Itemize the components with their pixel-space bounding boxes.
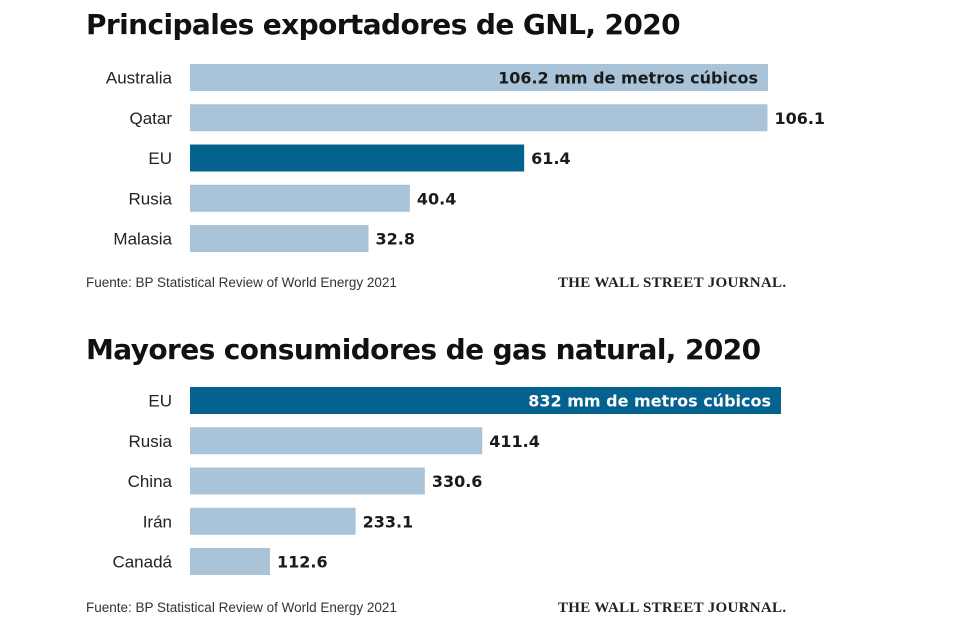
chart-title: Principales exportadores de GNL, 2020 [86, 8, 681, 41]
value-label: 40.4 [417, 189, 456, 208]
bar [190, 548, 270, 575]
category-label: Rusia [129, 189, 173, 208]
value-label: 112.6 [277, 553, 328, 572]
bar [190, 184, 410, 212]
wsj-credit: THE WALL STREET JOURNAL. [558, 600, 787, 616]
value-label: 32.8 [376, 230, 415, 249]
category-label: China [128, 472, 173, 491]
category-label: EU [148, 149, 172, 168]
value-label: 832 mm de metros cúbicos [528, 392, 771, 411]
lng-exporters-plot: Australia 106.2 mm de metros cúbicos Qatar… [106, 64, 825, 252]
value-label: 330.6 [432, 472, 483, 491]
category-label: Canadá [112, 553, 172, 572]
category-label: Irán [143, 512, 172, 531]
wsj-credit: THE WALL STREET JOURNAL. [558, 275, 787, 291]
bar [190, 64, 768, 91]
gas-consumers-chart: Mayores consumidores de gas natural, 202… [0, 325, 960, 640]
bar [190, 467, 425, 495]
category-label: EU [148, 392, 172, 411]
bar [190, 144, 525, 172]
source-note: Fuente: BP Statistical Review of World E… [86, 275, 397, 290]
value-label: 61.4 [531, 149, 570, 168]
bar [190, 104, 768, 132]
value-label: 106.1 [774, 109, 825, 128]
category-label: Australia [106, 69, 173, 88]
lng-exporters-chart: Principales exportadores de GNL, 2020 Au… [0, 0, 960, 300]
gas-consumers-plot: EU 832 mm de metros cúbicos Rusia 411.4 Chin… [112, 387, 781, 575]
category-label: Malasia [113, 230, 172, 249]
bar [190, 507, 356, 535]
source-note: Fuente: BP Statistical Review of World E… [86, 600, 397, 615]
chart-title: Mayores consumidores de gas natural, 202… [86, 333, 761, 366]
category-label: Qatar [129, 109, 172, 128]
value-label: 411.4 [489, 432, 540, 451]
category-label: Rusia [129, 432, 173, 451]
bar [190, 387, 781, 414]
value-label: 233.1 [363, 512, 414, 531]
bar [190, 225, 369, 252]
bar [190, 427, 483, 455]
value-label: 106.2 mm de metros cúbicos [498, 69, 758, 88]
